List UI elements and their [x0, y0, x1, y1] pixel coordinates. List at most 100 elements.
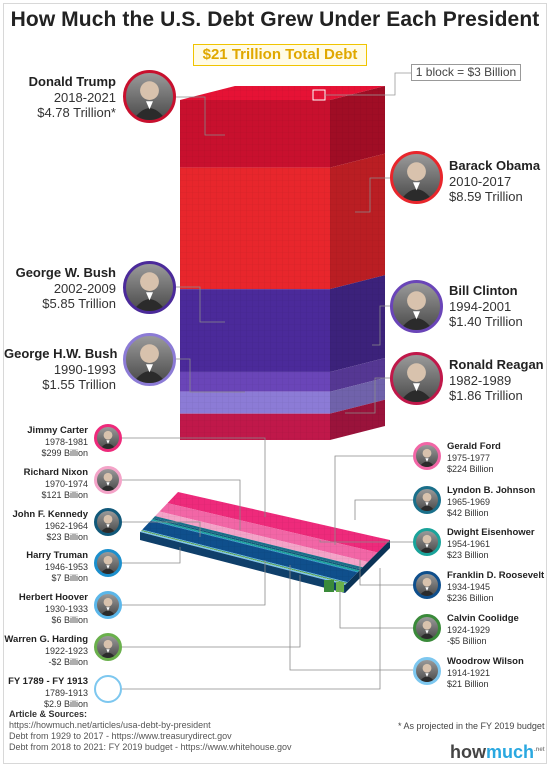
label-harry-truman: Harry Truman 1946-1953 $7 Billion [4, 550, 88, 583]
president-name: Donald Trump [28, 74, 116, 89]
president-years: 2018-2021 [53, 90, 116, 105]
leader-hoover [122, 560, 266, 606]
eisenhower-portrait-icon [413, 528, 441, 556]
block-legend-leader [325, 72, 411, 96]
total-debt-label: $21 Trillion Total Debt [193, 44, 367, 66]
tower-bar-grid-george-h-w-bush [180, 391, 330, 414]
president-amount: -$2 Billion [48, 656, 88, 667]
footnote: * As projected in the FY 2019 budget [398, 721, 545, 731]
carter-portrait-icon [94, 424, 122, 452]
tower-side-grid-george-w-bush [330, 275, 385, 372]
slab-bar-grid-richard-nixon [155, 511, 369, 568]
president-name: Jimmy Carter [27, 425, 88, 436]
tower-side-grid-barack-obama [330, 153, 385, 290]
label-lyndon-b-johnson: Lyndon B. Johnson 1965-1969 $42 Billion [447, 485, 547, 518]
leader-eisenhower [319, 540, 413, 543]
president-name: Calvin Coolidge [447, 613, 519, 624]
label-ronald-reagan: Ronald Reagan 1982-1989 $1.86 Trillion [449, 357, 549, 403]
president-amount: $6 Billion [51, 614, 88, 625]
label-jimmy-carter: Jimmy Carter 1978-1981 $299 Billion [4, 425, 88, 458]
president-years: 1975-1977 [447, 453, 491, 463]
leader-nixon [122, 479, 241, 530]
president-name: George H.W. Bush [4, 346, 118, 361]
gw-bush-portrait-icon [123, 261, 176, 314]
president-amount: $4.78 Trillion* [37, 105, 116, 120]
leader-carter [122, 437, 266, 517]
president-amount: $224 Billion [447, 463, 494, 474]
nixon-portrait-icon [94, 466, 122, 494]
sources-block: Article & Sources: https://howmuch.net/a… [9, 709, 292, 753]
president-name: FY 1789 - FY 1913 [8, 676, 88, 687]
president-name: Herbert Hoover [18, 592, 88, 603]
clinton-portrait-icon [390, 280, 443, 333]
slab-bar-grid-lyndon-b-johnson [153, 516, 363, 570]
president-years: 2010-2017 [449, 174, 512, 189]
president-amount: -$5 Billion [447, 635, 487, 646]
slab-side-edge [345, 540, 390, 593]
president-amount: $23 Billion [447, 549, 489, 560]
logo-net: .net [534, 747, 545, 753]
slab-bar-grid-harry-truman [150, 520, 359, 573]
president-years: 1970-1974 [44, 479, 88, 489]
tower-bar-grid-barack-obama [180, 167, 330, 290]
tower-bar-grid-george-w-bush [180, 289, 330, 372]
truman-portrait-icon [94, 549, 122, 577]
president-name: George W. Bush [15, 265, 116, 280]
president-name: Woodrow Wilson [447, 656, 524, 667]
president-years: 1994-2001 [449, 299, 512, 314]
president-amount: $5.85 Trillion [42, 296, 116, 311]
president-years: 1934-1945 [447, 582, 491, 592]
slab-bar-grid-franklin-d-roosevelt [142, 520, 358, 583]
president-years: 1962-1964 [44, 521, 88, 531]
source-line: Debt from 2018 to 2021: FY 2019 budget -… [9, 742, 292, 752]
leader-wilson [289, 565, 413, 671]
source-link[interactable]: https://howmuch.net/articles/usa-debt-by… [9, 720, 211, 730]
label-barack-obama: Barack Obama 2010-2017 $8.59 Trillion [449, 158, 549, 204]
leader-gw-bush [176, 286, 225, 323]
slab-bar-grid-john-f-kennedy [152, 517, 361, 571]
tower-bar-grid-ronald-reagan [180, 413, 330, 440]
president-years: 1914-1921 [447, 668, 491, 678]
president-years: 1924-1929 [447, 625, 491, 635]
slab-bar-grid-calvin-coolidge [141, 530, 348, 584]
slab-bar-grid-dwight-eisenhower [151, 519, 360, 572]
president-years: 1930-1933 [44, 604, 88, 614]
president-name: Bill Clinton [449, 283, 518, 298]
kennedy-portrait-icon [94, 508, 122, 536]
president-name: Lyndon B. Johnson [447, 485, 536, 496]
label-dwight-eisenhower: Dwight Eisenhower 1954-1961 $23 Billion [447, 527, 547, 560]
leader-kennedy [122, 521, 201, 537]
ford-portrait-icon [413, 442, 441, 470]
president-years: 1982-1989 [449, 373, 512, 388]
president-amount: $1.55 Trillion [42, 377, 116, 392]
president-name: Barack Obama [449, 158, 541, 173]
slab-bar-grid-herbert-hoover [141, 529, 348, 583]
president-name: Harry Truman [26, 550, 88, 561]
president-name: Richard Nixon [23, 467, 88, 478]
president-years: 1789-1913 [44, 688, 88, 698]
president-name: John F. Kennedy [12, 509, 88, 520]
tower-bar-grid-bill-clinton [180, 371, 330, 392]
leader-roosevelt [359, 560, 413, 586]
johnson-portrait-icon [413, 486, 441, 514]
label-herbert-hoover: Herbert Hoover 1930-1933 $6 Billion [4, 592, 88, 625]
label-warren-g-harding: Warren G. Harding 1922-1923 -$2 Billion [4, 634, 88, 667]
president-amount: $8.59 Trillion [449, 189, 523, 204]
president-name: Dwight Eisenhower [447, 527, 535, 538]
sources-heading: Article & Sources: [9, 709, 88, 719]
president-name: Gerald Ford [447, 441, 501, 452]
president-amount: $1.86 Trillion [449, 388, 523, 403]
label-franklin-d-roosevelt: Franklin D. Roosevelt 1934-1945 $236 Bil… [447, 570, 549, 603]
label-john-f-kennedy: John F. Kennedy 1962-1964 $23 Billion [4, 509, 88, 542]
leader-harding [122, 575, 301, 648]
president-amount: $7 Billion [51, 572, 88, 583]
president-amount: $236 Billion [447, 592, 494, 603]
slab-negative-coolidge [324, 580, 334, 592]
leader-johnson [354, 499, 413, 520]
leader-trump [176, 96, 225, 136]
page-title: How Much the U.S. Debt Grew Under Each P… [10, 8, 540, 31]
tower-side-grid-ronald-reagan [330, 399, 385, 440]
president-amount: $2.9 Billion [43, 698, 88, 709]
tower-side-grid-bill-clinton [330, 357, 385, 392]
